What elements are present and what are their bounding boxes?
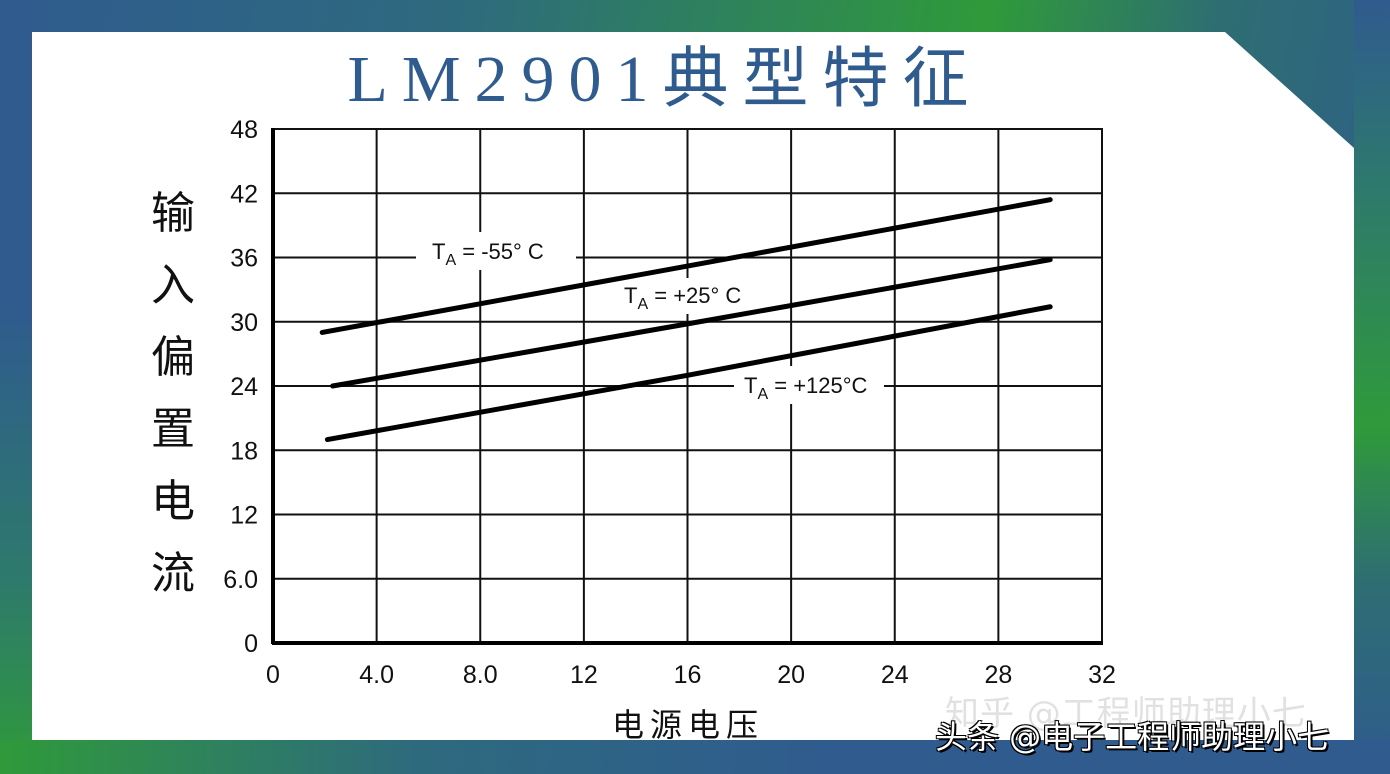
page-title: LM2901典型特征	[347, 43, 983, 116]
curve-line	[324, 304, 1053, 443]
y-tick-label: 48	[230, 116, 258, 144]
x-tick-label: 0	[266, 661, 280, 689]
x-tick-label: 24	[881, 661, 909, 689]
frame-bottom-border	[0, 740, 1390, 774]
y-axis-label-char: 入	[151, 260, 195, 311]
curve-line	[319, 197, 1053, 335]
x-tick-label: 4.0	[359, 661, 394, 689]
chart-grid	[272, 128, 1103, 644]
curve-label-neg55: TA = -55° C	[432, 239, 544, 269]
y-axis-label-char: 电	[151, 476, 195, 527]
x-tick-label: 32	[1088, 661, 1116, 689]
y-tick-label: 0	[244, 630, 258, 658]
x-tick-label: 28	[984, 661, 1012, 689]
y-axis-label-char: 偏	[151, 332, 195, 383]
frame-left-border	[0, 0, 32, 774]
x-axis-label: 电源电压	[612, 706, 765, 744]
watermark-toutiao: 头条 @电子工程师助理小七	[935, 718, 1330, 756]
curve-label-pos125: TA = +125°C	[744, 373, 868, 403]
y-tick-label: 18	[230, 437, 258, 465]
curve-line	[330, 257, 1053, 389]
y-tick-label: 42	[230, 180, 258, 208]
curve-label-pos25: TA = +25° C	[624, 283, 741, 313]
x-tick-label: 20	[777, 661, 805, 689]
x-tick-label: 16	[674, 661, 702, 689]
y-axis-ticks: 0 6.0 12 18 24 30 36 42 48	[223, 116, 258, 658]
chart-curves	[319, 197, 1053, 443]
y-axis-label-char: 置	[151, 404, 195, 455]
y-tick-label: 36	[230, 245, 258, 273]
x-axis-ticks: 0 4.0 8.0 12 16 20 24 28 32	[266, 661, 1116, 689]
x-tick-label: 12	[570, 661, 598, 689]
y-tick-label: 24	[230, 373, 258, 401]
y-axis-label-char: 输	[151, 188, 195, 239]
frame-right-border	[1354, 0, 1390, 774]
y-tick-label: 12	[230, 502, 258, 530]
y-axis-label-char: 流	[151, 548, 195, 599]
y-tick-label: 30	[230, 309, 258, 337]
y-axis-label: 输 入 偏 置 电 流	[145, 178, 201, 610]
y-tick-label: 6.0	[223, 566, 258, 594]
curve-label-backgrounds	[416, 232, 884, 404]
x-tick-label: 8.0	[463, 661, 498, 689]
watermark-zhihu: 知乎 @工程师助理小七	[945, 694, 1307, 734]
